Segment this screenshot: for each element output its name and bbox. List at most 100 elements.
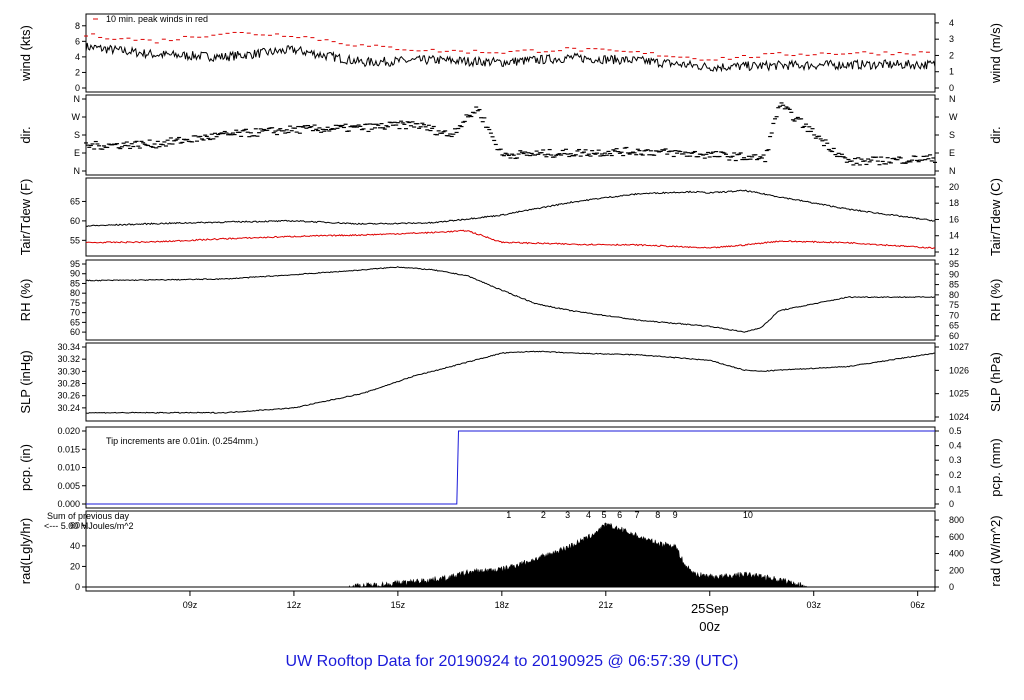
tick-label-left: 30.24	[57, 403, 80, 413]
ylabel-right: RH (%)	[988, 279, 1003, 322]
top-mark: 2	[541, 510, 546, 520]
tick-label-right: 200	[949, 565, 964, 575]
tick-label-left: 40	[70, 541, 80, 551]
tick-label-right: 3	[949, 34, 954, 44]
x-tick-label: 21z	[599, 600, 614, 610]
top-mark: 3	[565, 510, 570, 520]
tick-label-left: S	[74, 130, 80, 140]
tick-label-right: 70	[949, 310, 959, 320]
tick-label-left: 30.26	[57, 391, 80, 401]
series-line-0	[85, 266, 936, 333]
panel-frame	[85, 259, 936, 341]
ylabel-right: pcp. (mm)	[988, 438, 1003, 497]
tick-label-right: 0.1	[949, 484, 962, 494]
x-tick-label: 03z	[806, 600, 821, 610]
annotation-secondary: <--- 5.00 MJoules/m^2	[44, 521, 134, 531]
tick-label-left: 65	[70, 317, 80, 327]
top-mark: 4	[586, 510, 591, 520]
top-mark: 10	[743, 510, 753, 520]
panel-frame	[85, 177, 936, 257]
x-tick-label: 12z	[287, 600, 302, 610]
panel-frame	[85, 13, 936, 93]
tick-label-right: 0.3	[949, 455, 962, 465]
tick-label-right: 16	[949, 214, 959, 224]
x-tick-label: 15z	[391, 600, 406, 610]
x-tick-label: 09z	[183, 600, 198, 610]
ylabel-right: rad (W/m^2)	[988, 515, 1003, 586]
tick-label-left: N	[74, 166, 81, 176]
chart-title: UW Rooftop Data for 20190924 to 20190925…	[286, 653, 739, 670]
series-line-0	[85, 350, 935, 414]
tick-label-right: N	[949, 94, 956, 104]
tick-label-right: 0.4	[949, 441, 962, 451]
tick-label-right: 800	[949, 515, 964, 525]
tick-label-left: 30.32	[57, 354, 80, 364]
panel-wind: 0 2 4 6 8 0 1 2 3 4 wind (kts) wind (m/s) 10 min. pe…	[18, 13, 1003, 93]
tick-label-right: 60	[949, 331, 959, 341]
tick-label-left: 30.30	[57, 366, 80, 376]
tick-label-left: 60	[70, 520, 80, 530]
series-line-0	[86, 430, 935, 505]
tick-label-right: 1	[949, 67, 954, 77]
ylabel-left: wind (kts)	[18, 25, 33, 82]
tick-label-left: 55	[70, 235, 80, 245]
tick-label-left: 2	[75, 67, 80, 77]
panel-temp: 55 60 65 12 14 16 18 20 Tair/Tdew (F) Tair/Tdew (…	[18, 177, 1003, 257]
annotation: Tip increments are 0.01in. (0.254mm.)	[106, 436, 258, 446]
tick-label-right: 1027	[949, 342, 969, 352]
tick-label-right: 1025	[949, 389, 969, 399]
top-mark: 7	[634, 510, 639, 520]
tick-label-right: 0	[949, 499, 954, 509]
panel-slp: 30.24 30.26 30.28 30.30 30.32 30.34 1024 1025 10…	[18, 342, 1003, 422]
tick-label-right: 95	[949, 259, 959, 269]
tick-label-left: 6	[75, 36, 80, 46]
tick-label-right: 2	[949, 50, 954, 60]
ylabel-right: dir.	[988, 126, 1003, 143]
panel-frame	[85, 94, 936, 176]
top-mark: 9	[673, 510, 678, 520]
tick-label-left: 0.020	[57, 426, 80, 436]
tick-label-right: 400	[949, 549, 964, 559]
x-axis: 09z 12z 15z 18z 21z 25Sep 00z 03z 06z	[183, 591, 925, 634]
ylabel-left: Tair/Tdew (F)	[18, 179, 33, 256]
tick-label-left: N	[74, 94, 81, 104]
top-mark: 8	[655, 510, 660, 520]
tick-label-right: 12	[949, 247, 959, 257]
tick-label-left: 0	[75, 582, 80, 592]
tick-label-right: 1026	[949, 365, 969, 375]
tick-label-left: 75	[70, 298, 80, 308]
tick-label-left: 30.28	[57, 379, 80, 389]
tick-label-right: 80	[949, 290, 959, 300]
x-tick-label: 18z	[495, 600, 510, 610]
tick-label-right: 85	[949, 280, 959, 290]
tick-label-left: 80	[70, 288, 80, 298]
tick-label-left: 0.005	[57, 481, 80, 491]
tick-label-right: 1024	[949, 412, 969, 422]
x-tick-label: 06z	[910, 600, 925, 610]
tick-label-right: 600	[949, 532, 964, 542]
tick-label-left: 95	[70, 259, 80, 269]
tick-label-left: 8	[75, 21, 80, 31]
ylabel-right: Tair/Tdew (C)	[988, 178, 1003, 256]
series-line-0	[85, 42, 936, 73]
ylabel-left: RH (%)	[18, 279, 33, 322]
series-line-0	[85, 189, 936, 227]
x-date-label: 25Sep	[691, 601, 729, 616]
panel-pcp: 0.000 0.005 0.010 0.015 0.020 0 0.1 0.2 0.3 0.4 0.…	[18, 426, 1003, 509]
tick-label-right: 0	[949, 582, 954, 592]
tick-label-left: 30.34	[57, 342, 80, 352]
tick-label-right: 75	[949, 300, 959, 310]
top-mark: 6	[617, 510, 622, 520]
tick-label-left: 65	[70, 196, 80, 206]
tick-label-right: N	[949, 166, 956, 176]
tick-label-left: 0.010	[57, 463, 80, 473]
tick-label-right: W	[949, 112, 958, 122]
ylabel-right: SLP (hPa)	[988, 352, 1003, 412]
tick-label-left: 0	[75, 83, 80, 93]
ylabel-left: rad(Lgly/hr)	[18, 518, 33, 584]
annotation: 10 min. peak winds in red	[106, 14, 208, 24]
tick-label-left: 85	[70, 278, 80, 288]
annotation: Sum of previous day	[47, 511, 130, 521]
